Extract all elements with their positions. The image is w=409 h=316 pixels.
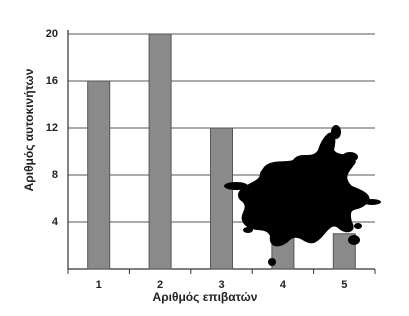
chart: Αριθμός επιβατών Αριθμός αυτοκινήτων 4 8 1…	[0, 0, 409, 316]
x-tick-label: 5	[341, 279, 347, 291]
y-axis-title: Αριθμός αυτοκινήτων	[22, 68, 36, 191]
x-axis-title: Αριθμός επιβατών	[153, 290, 258, 304]
y-tick-label: 8	[52, 169, 58, 181]
bar	[211, 128, 233, 269]
y-tick-label: 12	[46, 122, 58, 134]
y-tick-label: 20	[46, 28, 58, 40]
bar	[149, 34, 171, 269]
x-tick-label: 4	[280, 279, 287, 291]
ink-blot	[224, 125, 381, 266]
bar	[88, 81, 110, 269]
y-tick-label: 16	[46, 75, 58, 87]
x-tick-label: 1	[96, 279, 102, 291]
x-tick-label: 2	[157, 279, 163, 291]
x-tick-label: 3	[218, 279, 224, 291]
y-tick-label: 4	[52, 216, 59, 228]
